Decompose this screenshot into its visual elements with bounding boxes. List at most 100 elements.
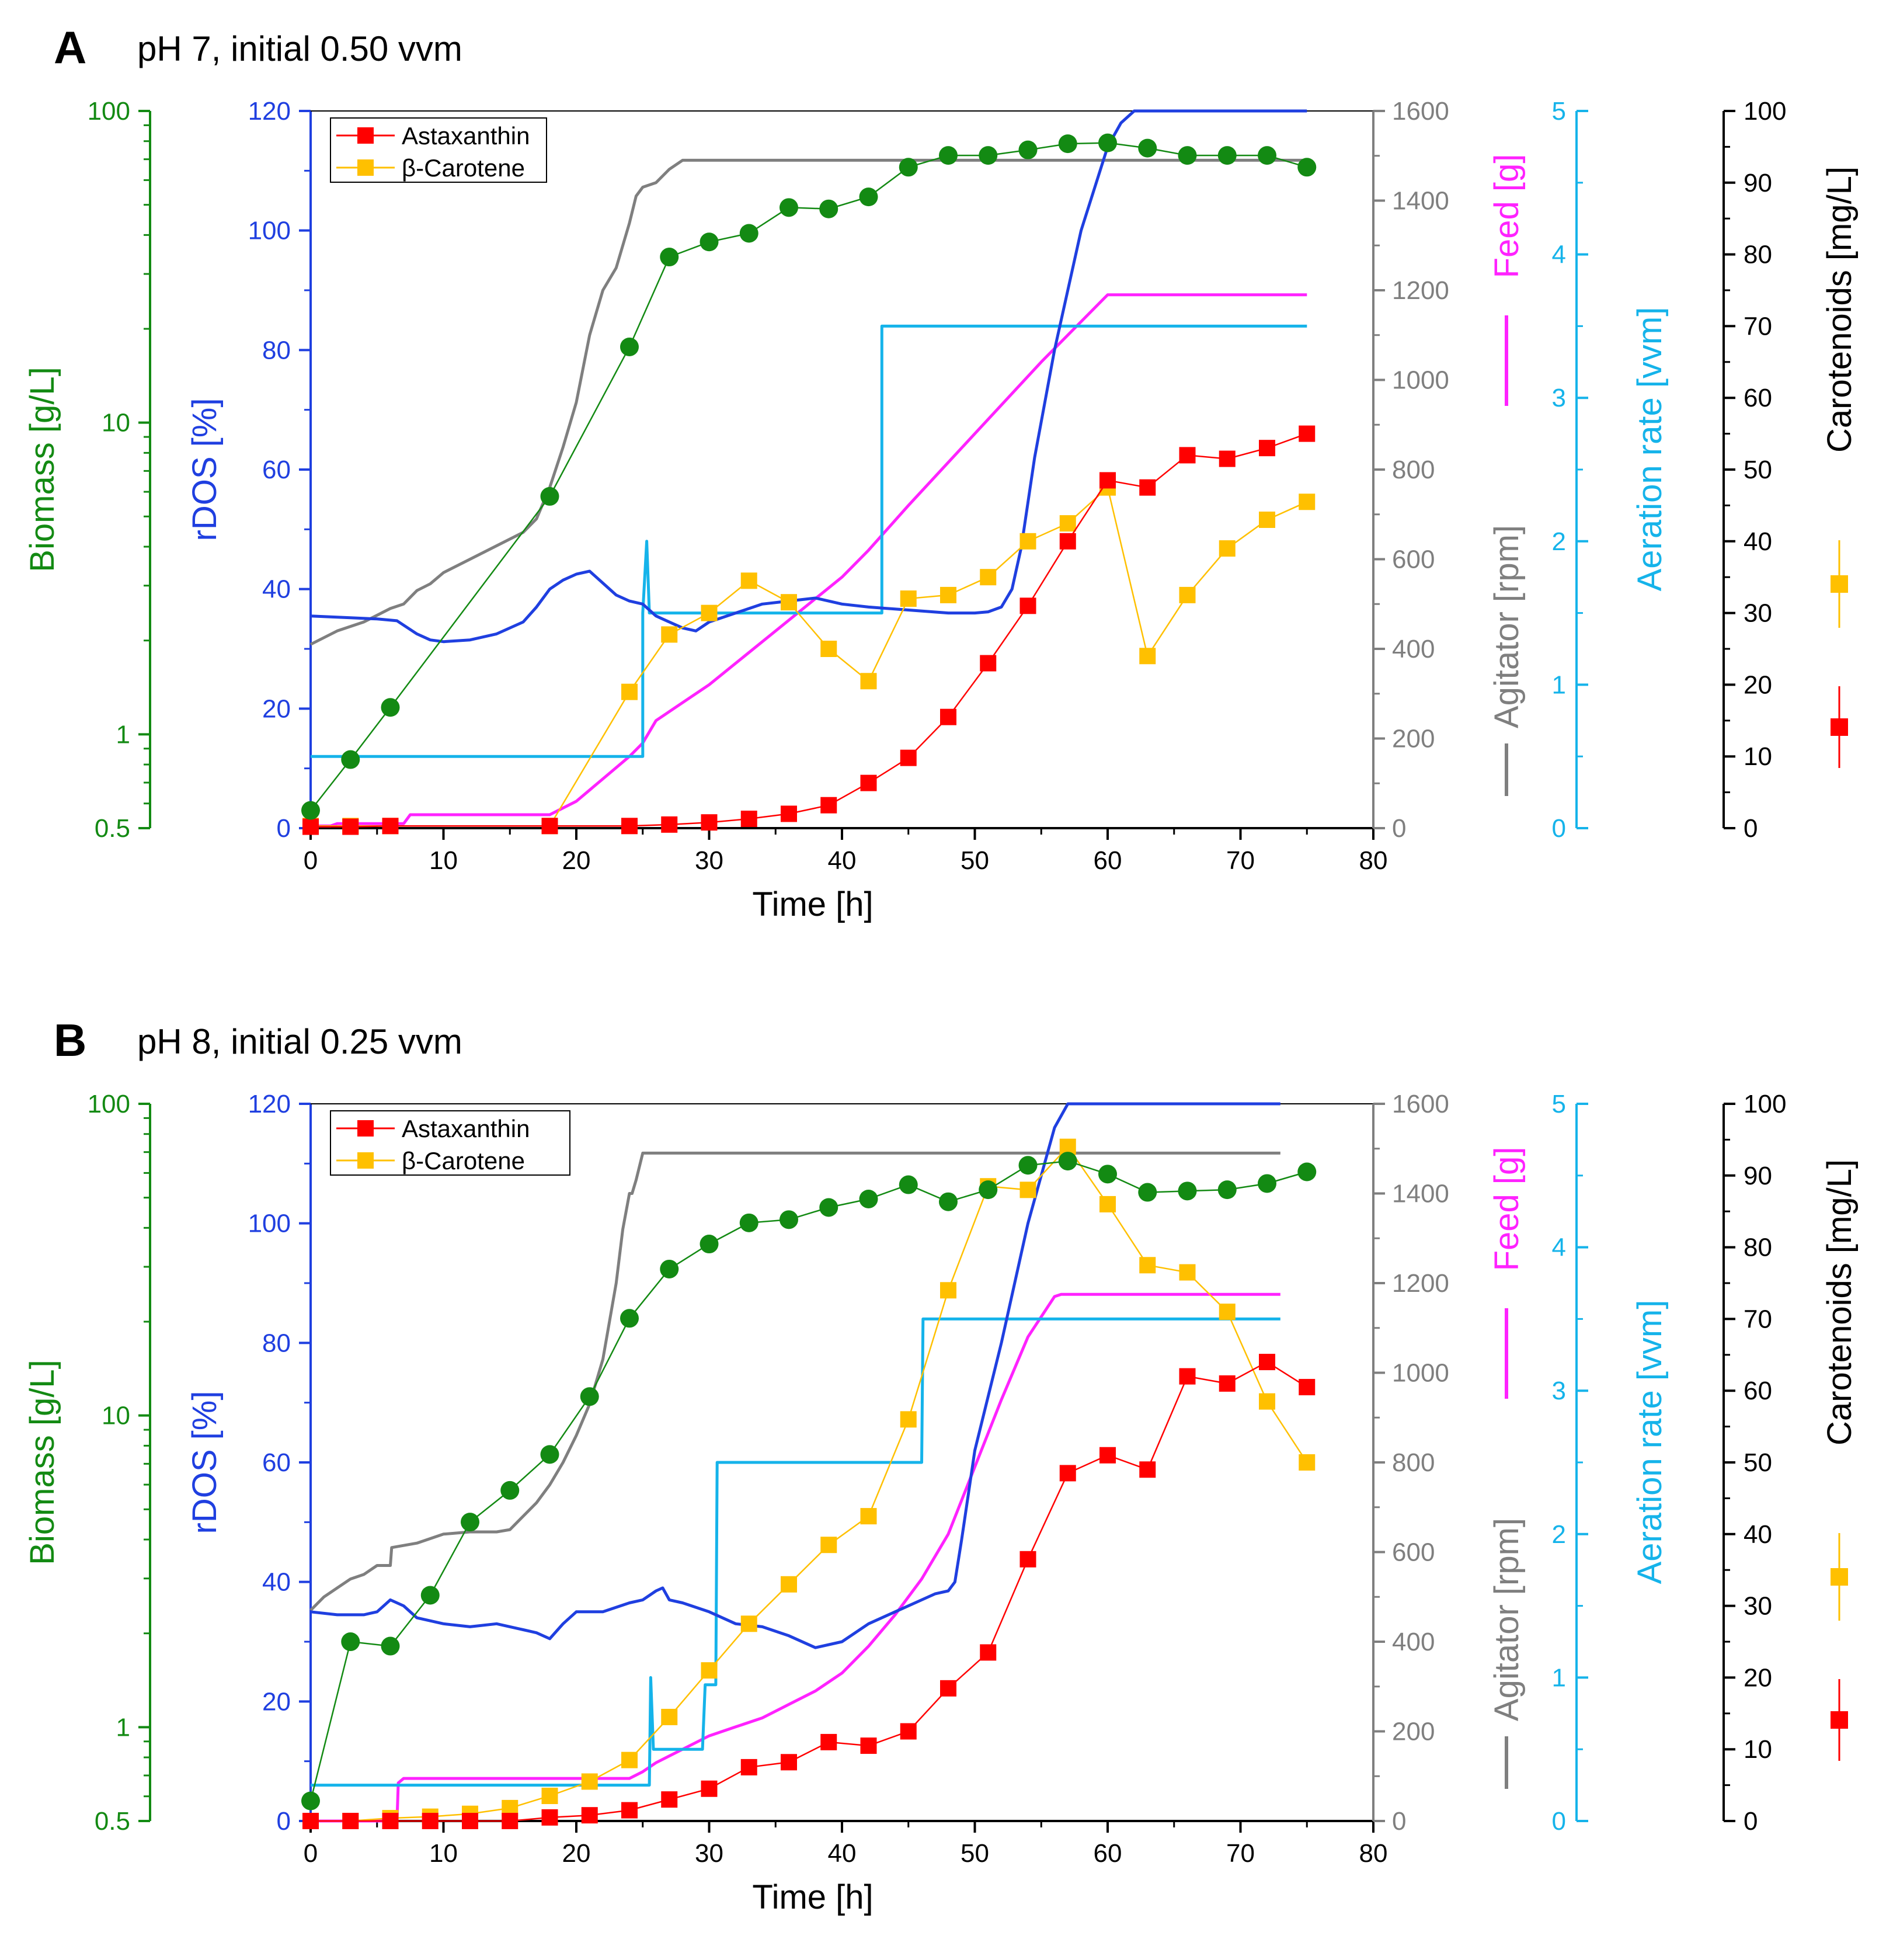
biomass-connector: [309, 1160, 1307, 1801]
biomass-point: [1178, 1181, 1197, 1201]
aeration-tick-label: 0: [1552, 814, 1566, 843]
aeration-rate-line: [311, 324, 1307, 758]
x-tick-label: 30: [695, 1839, 723, 1868]
x-axis: 0 10 20 30 40 50 60 70 80 Time [h]: [304, 1103, 1388, 1916]
astaxanthin-point: [740, 1759, 757, 1775]
aeration-tick-label: 2: [1552, 1520, 1566, 1549]
biomass-point: [1138, 138, 1157, 158]
astaxanthin-legend-marker: [1831, 1711, 1848, 1729]
aeration-tick-label: 1: [1552, 670, 1566, 699]
-carotene-point: [820, 1537, 837, 1554]
agitator-tick-label: 1600: [1392, 1090, 1449, 1118]
carotene-legend-marker: [1831, 575, 1848, 593]
series-astaxanthin: [302, 1354, 1316, 1829]
biomass-tick-label: 10: [102, 409, 130, 437]
agitator-tick-label: 400: [1392, 1628, 1435, 1656]
agitator-tick-label: 1400: [1392, 187, 1449, 216]
-carotene-point: [940, 586, 956, 603]
rdos-line: [310, 109, 1307, 644]
carotenoids-tick-label: 60: [1744, 1377, 1772, 1405]
biomass-point: [301, 801, 320, 820]
astaxanthin-point: [462, 1813, 478, 1829]
biomass-point: [1297, 158, 1317, 177]
carotenoids-axis: 0 10 20 30 40 50 60 70 80 90 100 Carotenoids [mg/L]: [1723, 97, 1859, 843]
feed-line: [311, 293, 1307, 828]
agitator-tick-label: 1200: [1392, 276, 1449, 305]
carotenoids-tick-label: 60: [1744, 384, 1772, 412]
astaxanthin-point: [860, 1737, 877, 1754]
astaxanthin-point: [302, 818, 319, 835]
-carotene-point: [1299, 494, 1316, 510]
biomass-point: [1018, 140, 1038, 159]
-carotene-connector: [311, 486, 1307, 827]
biomass-point: [1138, 1183, 1157, 1202]
-carotene-point: [860, 1508, 877, 1525]
-carotene-point: [1219, 540, 1236, 557]
legend-label: Astaxanthin: [402, 1115, 530, 1142]
agitator-tick-label: 600: [1392, 545, 1435, 574]
-carotene-point: [940, 1282, 956, 1299]
agitator-tick-label: 0: [1392, 1807, 1406, 1836]
astaxanthin-point: [1099, 1447, 1116, 1464]
astaxanthin-point: [1019, 597, 1036, 614]
carotenoids-tick-label: 80: [1744, 1233, 1772, 1262]
astaxanthin-point: [342, 1813, 359, 1829]
astaxanthin-point: [701, 1780, 718, 1797]
-carotene-point: [621, 1752, 638, 1768]
legend-label: β-Carotene: [402, 1147, 525, 1174]
astaxanthin-point: [661, 816, 678, 833]
feed-axis-title: Feed [g]: [1488, 154, 1526, 279]
astaxanthin-point: [541, 1809, 558, 1826]
carotenoids-tick-label: 80: [1744, 241, 1772, 269]
rdos-axis: 0 20 40 60 80 100 120 rDOS [%]: [186, 97, 312, 843]
biomass-point: [1098, 1165, 1117, 1184]
biomass-point: [739, 1213, 758, 1232]
astaxanthin-point: [342, 818, 359, 835]
x-tick-label: 0: [304, 1839, 318, 1868]
biomass-point: [500, 1481, 520, 1500]
x-tick-label: 60: [1094, 846, 1122, 875]
biomass-point: [819, 199, 838, 218]
biomass-tick-label: 10: [102, 1402, 130, 1430]
astaxanthin-point: [382, 818, 399, 835]
astaxanthin-connector: [311, 1361, 1307, 1822]
carotenoids-tick-label: 30: [1744, 599, 1772, 628]
biomass-point: [620, 337, 639, 356]
astaxanthin-point: [1019, 1551, 1036, 1568]
biomass-point: [381, 698, 400, 717]
-carotene-point: [541, 1788, 558, 1805]
biomass-point: [461, 1513, 479, 1532]
carotenoids-tick-label: 50: [1744, 1448, 1772, 1477]
x-tick-label: 80: [1359, 1839, 1388, 1868]
series-aeration-rate: [311, 324, 1307, 758]
carotenoids-tick-label: 90: [1744, 1162, 1772, 1190]
astaxanthin-point: [781, 1754, 797, 1771]
astaxanthin-point: [1059, 533, 1076, 550]
-carotene-point: [1219, 1304, 1236, 1320]
agitator-tick-label: 1600: [1392, 97, 1449, 126]
biomass-point: [420, 1586, 440, 1605]
biomass-axis-title: Biomass [g/L]: [23, 367, 61, 572]
biomass-point: [859, 187, 878, 207]
x-tick-label: 50: [961, 1839, 989, 1868]
aeration-axis: 0 1 2 3 4 5 Aeration rate [vvm]: [1552, 1090, 1669, 1836]
biomass-point: [780, 198, 798, 217]
astaxanthin-point: [900, 749, 917, 766]
astaxanthin-point: [1139, 479, 1156, 496]
biomass-point: [1178, 146, 1197, 165]
legend-marker: [357, 159, 374, 176]
astaxanthin-point: [701, 814, 718, 831]
x-tick-label: 50: [961, 846, 989, 875]
-carotene-point: [1259, 511, 1275, 528]
rdos-tick-label: 80: [262, 1329, 291, 1357]
carotenoids-tick-label: 70: [1744, 1305, 1772, 1333]
biomass-point: [1258, 1174, 1276, 1193]
biomass-point: [660, 1259, 679, 1278]
-carotene-point: [900, 1411, 917, 1428]
series-biomass: [301, 133, 1317, 820]
x-tick-label: 80: [1359, 846, 1388, 875]
biomass-axis: 0.5 1 10 100 Biomass [g/L]: [23, 97, 151, 843]
series--carotene: [302, 479, 1316, 835]
